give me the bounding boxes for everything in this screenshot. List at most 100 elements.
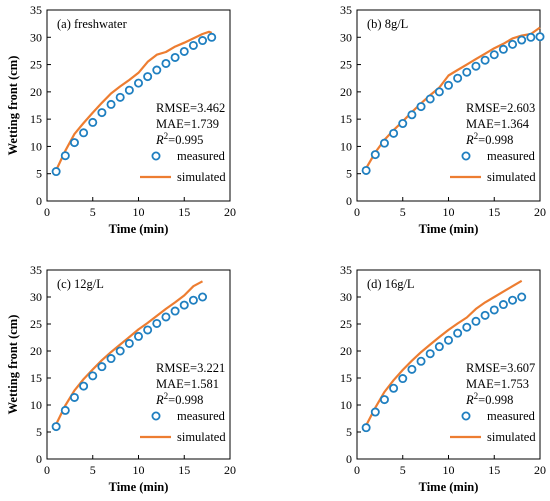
simulated-line — [365, 279, 523, 427]
measured-point — [69, 392, 79, 402]
measured-point — [106, 99, 116, 109]
y-tick-label: 10 — [340, 398, 352, 412]
measured-point — [179, 46, 189, 56]
measured-point — [152, 65, 162, 75]
measured-point — [480, 55, 490, 65]
chart-panel-2: 0 5 10 15 20 0 5 10 15 20 25 30 35 Time (min) Wetting … — [6, 263, 236, 494]
measured-point — [453, 328, 463, 338]
measured-point — [471, 316, 481, 326]
x-tick-label: 20 — [534, 463, 546, 477]
rmse-text: RMSE=3.221 — [156, 361, 225, 375]
legend-measured-label: measured — [487, 409, 536, 423]
measured-point — [198, 36, 208, 46]
y-axis-title: Wetting front (cm) — [6, 56, 20, 156]
measured-point — [498, 44, 508, 54]
measured-point — [462, 322, 472, 332]
y-tick-label: 5 — [36, 425, 42, 439]
measured-point — [416, 356, 426, 366]
measured-point — [60, 151, 70, 161]
y-tick-label: 15 — [340, 112, 352, 126]
legend-simulated-label: simulated — [177, 430, 226, 444]
measured-point — [152, 318, 162, 328]
y-tick-label: 0 — [36, 194, 42, 208]
measured-point — [480, 310, 490, 320]
y-tick-label: 35 — [340, 263, 352, 277]
measured-point — [462, 67, 472, 77]
y-tick-label: 10 — [30, 398, 42, 412]
measured-point — [434, 87, 444, 97]
measured-point — [389, 383, 399, 393]
x-tick-label: 5 — [90, 205, 96, 219]
legend-measured-label: measured — [487, 149, 536, 163]
measured-point — [161, 58, 171, 68]
y-tick-label: 20 — [340, 85, 352, 99]
x-tick-label: 10 — [133, 205, 145, 219]
x-tick-label: 15 — [488, 463, 500, 477]
chart-panel-3: 0 5 10 15 20 0 5 10 15 20 25 30 35 Time (min) (d) 16g/… — [340, 263, 546, 494]
y-tick-label: 25 — [340, 317, 352, 331]
legend-measured-marker — [461, 151, 471, 161]
measured-point — [60, 405, 70, 415]
measured-point — [370, 150, 380, 160]
measured-point — [370, 407, 380, 417]
simulated-line — [365, 26, 541, 169]
measured-point — [526, 32, 536, 42]
measured-point — [379, 138, 389, 148]
panel-label: (b) 8g/L — [367, 17, 408, 31]
measured-point — [453, 73, 463, 83]
x-tick-label: 15 — [488, 205, 500, 219]
measured-point — [88, 371, 98, 381]
x-tick-label: 5 — [90, 463, 96, 477]
x-tick-label: 5 — [400, 205, 406, 219]
measured-point — [188, 40, 198, 50]
measured-point — [170, 306, 180, 316]
y-axis-title: Wetting front (cm) — [6, 315, 20, 415]
measured-point — [170, 52, 180, 62]
measured-point — [124, 338, 134, 348]
x-tick-label: 0 — [44, 463, 50, 477]
x-tick-label: 20 — [534, 205, 546, 219]
rmse-text: RMSE=2.603 — [466, 101, 535, 115]
measured-point — [407, 110, 417, 120]
measured-point — [489, 305, 499, 315]
measured-point — [179, 300, 189, 310]
y-tick-label: 30 — [30, 30, 42, 44]
y-tick-label: 25 — [340, 58, 352, 72]
measured-point — [79, 128, 89, 138]
legend-measured-marker — [151, 411, 161, 421]
measured-point — [498, 300, 508, 310]
y-tick-label: 35 — [30, 3, 42, 17]
x-tick-label: 0 — [354, 463, 360, 477]
r-squared-text: R2=0.998 — [465, 131, 513, 147]
x-tick-label: 0 — [354, 205, 360, 219]
measured-point — [398, 374, 408, 384]
legend-measured-marker — [461, 411, 471, 421]
y-tick-label: 35 — [340, 3, 352, 17]
y-tick-label: 10 — [30, 139, 42, 153]
mae-text: MAE=1.364 — [466, 117, 530, 131]
y-tick-label: 5 — [346, 167, 352, 181]
r-squared-text: R2=0.998 — [465, 391, 513, 407]
legend-measured-marker — [151, 151, 161, 161]
y-tick-label: 10 — [340, 139, 352, 153]
x-tick-label: 0 — [44, 205, 50, 219]
panel-label: (d) 16g/L — [367, 277, 415, 291]
y-tick-label: 30 — [340, 290, 352, 304]
x-axis-title: Time (min) — [419, 480, 479, 494]
y-tick-label: 20 — [340, 344, 352, 358]
measured-point — [115, 92, 125, 102]
measured-point — [97, 108, 107, 118]
chart-panel-1: 0 5 10 15 20 0 5 10 15 20 25 30 35 Time (min) (b) 8g/L… — [340, 3, 546, 236]
measured-point — [69, 138, 79, 148]
measured-point — [79, 381, 89, 391]
y-tick-label: 0 — [346, 194, 352, 208]
y-tick-label: 15 — [340, 371, 352, 385]
legend-simulated-label: simulated — [177, 170, 226, 184]
y-tick-label: 15 — [30, 112, 42, 126]
y-tick-label: 5 — [346, 425, 352, 439]
panel-label: (c) 12g/L — [57, 277, 104, 291]
measured-point — [398, 119, 408, 129]
y-tick-label: 30 — [340, 30, 352, 44]
panel-label: (a) freshwater — [57, 17, 128, 31]
measured-point — [425, 349, 435, 359]
